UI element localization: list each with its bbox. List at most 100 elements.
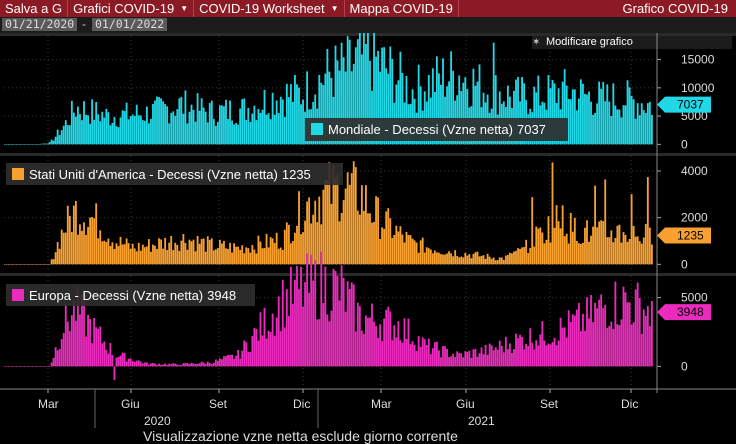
data-bar [72, 205, 75, 265]
data-bar [267, 113, 270, 145]
data-bar [521, 247, 523, 265]
data-bar [468, 254, 471, 265]
data-bar [563, 327, 566, 367]
toolbar-tab[interactable]: COVID-19 Worksheet ▼ [194, 0, 345, 17]
data-bar [237, 124, 240, 145]
data-bar [588, 318, 590, 367]
data-bar [14, 264, 16, 265]
data-bar [176, 244, 179, 265]
data-bar [563, 69, 566, 145]
data-bar [458, 75, 461, 145]
data-bar [573, 89, 576, 145]
data-bar [464, 252, 467, 265]
data-bar [123, 244, 126, 265]
data-bar [354, 331, 357, 367]
data-bar [62, 332, 65, 367]
data-bar [40, 366, 43, 367]
data-bar [223, 240, 225, 265]
data-bar [77, 234, 79, 265]
toolbar-tab[interactable]: Mappa COVID-19 [345, 0, 459, 17]
data-bar [204, 251, 207, 265]
data-bar [8, 366, 10, 367]
data-bar [170, 236, 173, 265]
data-bar [115, 357, 118, 367]
data-bar [371, 303, 373, 367]
data-bar [214, 249, 217, 265]
start-date-field[interactable]: 01/21/2020 [2, 18, 78, 31]
data-bar [486, 253, 489, 265]
data-bar [239, 249, 242, 265]
data-bar [281, 99, 284, 145]
data-bar [257, 235, 260, 265]
data-bar [417, 64, 420, 145]
data-bar [129, 248, 132, 265]
data-bar [636, 103, 639, 145]
data-bar [95, 102, 98, 145]
data-bar [466, 255, 469, 265]
data-bar [484, 344, 487, 367]
data-bar [291, 101, 294, 145]
end-date-field[interactable]: 01/01/2022 [92, 18, 168, 31]
data-bar [285, 83, 288, 145]
panel-separator [0, 273, 736, 276]
data-bar [344, 188, 347, 265]
data-bar [156, 96, 158, 145]
data-bar [40, 264, 43, 265]
data-bar [474, 252, 477, 265]
data-bar [569, 321, 572, 367]
data-bar [435, 56, 438, 145]
data-bar [630, 95, 633, 145]
data-bar [212, 362, 215, 367]
data-bar [26, 366, 29, 367]
data-bar [62, 125, 65, 145]
data-bar [125, 238, 128, 265]
chart-title-tab[interactable]: Grafico COVID-19 [622, 1, 728, 16]
data-bar [354, 167, 357, 265]
data-bar [135, 104, 138, 145]
data-bar [221, 243, 223, 265]
data-bar [245, 247, 248, 265]
axis-tick-label: 15000 [681, 53, 715, 67]
toolbar-tab[interactable]: Grafici COVID-19 ▼ [68, 0, 195, 17]
toolbar-tab[interactable]: Salva a G [0, 0, 69, 17]
data-bar [602, 221, 605, 265]
data-bar [466, 351, 469, 367]
data-bar [571, 89, 574, 145]
data-bar [103, 240, 106, 265]
data-bar [196, 363, 199, 367]
data-bar [480, 255, 483, 265]
data-bar [133, 115, 136, 145]
data-bar [30, 366, 33, 367]
data-bar [192, 363, 195, 367]
data-bar [362, 33, 365, 145]
data-bar [338, 221, 341, 265]
data-bar [326, 314, 329, 367]
data-bar [523, 83, 526, 145]
data-bar [18, 366, 21, 367]
data-bar [419, 86, 422, 145]
data-bar [612, 328, 615, 367]
data-bar [32, 264, 35, 265]
data-bar [259, 241, 262, 265]
data-bar [192, 239, 195, 265]
data-bar [137, 115, 140, 145]
data-bar [600, 88, 603, 145]
data-bar [393, 325, 396, 367]
data-bar [365, 185, 367, 265]
axis-tick-label: 5000 [681, 291, 708, 305]
data-bar [243, 98, 246, 145]
data-bar [460, 353, 463, 367]
data-bar [269, 331, 272, 367]
data-bar [117, 246, 120, 265]
data-bar [273, 114, 276, 145]
data-bar [123, 111, 126, 145]
data-bar [119, 355, 122, 367]
data-bar [93, 317, 96, 367]
data-bar [557, 340, 560, 367]
data-bar [399, 226, 402, 265]
modify-chart-button[interactable]: ✶ Modificare grafico [532, 35, 732, 49]
data-bar [194, 364, 197, 367]
data-bar [190, 241, 193, 265]
data-bar [608, 325, 611, 367]
data-bar [575, 240, 578, 265]
